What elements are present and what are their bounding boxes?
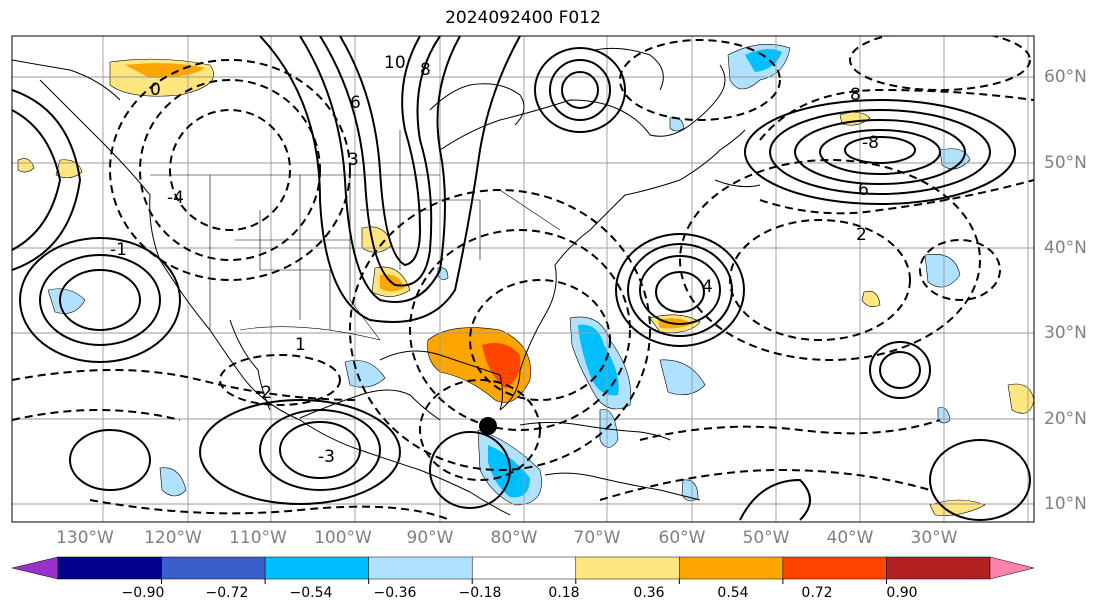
lat-label: 10°N xyxy=(1044,494,1087,514)
svg-text:8: 8 xyxy=(420,60,431,80)
colorbar-extend-low xyxy=(11,556,59,580)
svg-text:6: 6 xyxy=(350,93,361,113)
storm-center-marker xyxy=(479,417,497,435)
weather-map: 10 8 6 3 0 -1 -2 -3 -4 2 1 4 -8 8 6 xyxy=(11,35,1035,523)
colorbar-tick-label: −0.90 xyxy=(121,585,165,601)
colorbar-segment xyxy=(471,556,577,580)
colorbar-tick-label: 0.36 xyxy=(633,585,665,601)
svg-text:-8: -8 xyxy=(862,133,879,153)
colorbar-tick-label: 0.72 xyxy=(801,585,833,601)
colorbar-segment xyxy=(57,556,162,580)
svg-text:3: 3 xyxy=(348,150,359,170)
svg-text:1: 1 xyxy=(295,335,306,355)
lon-label: 120°W xyxy=(144,528,202,548)
colorbar-segment xyxy=(264,556,369,580)
lat-label: 60°N xyxy=(1044,67,1087,87)
svg-text:4: 4 xyxy=(702,277,713,297)
map-title: 2024092400 F012 xyxy=(445,8,601,28)
colorbar-tick-label: 0.90 xyxy=(886,585,918,601)
lon-label: 60°W xyxy=(658,528,706,548)
svg-text:-4: -4 xyxy=(167,188,184,208)
political-borders xyxy=(150,130,561,341)
lon-label: 110°W xyxy=(229,528,287,548)
lat-label: 40°N xyxy=(1044,238,1087,258)
svg-text:0: 0 xyxy=(150,80,161,100)
colorbar-tick-label: −0.36 xyxy=(373,585,417,601)
coastlines xyxy=(12,47,761,516)
lon-label: 50°W xyxy=(742,528,790,548)
lon-label: 40°W xyxy=(826,528,874,548)
colorbar-tick-label: −0.18 xyxy=(458,585,502,601)
colorbar-tick-label: −0.72 xyxy=(205,585,249,601)
lat-label: 30°N xyxy=(1044,323,1087,343)
colorbar-segment xyxy=(886,556,991,580)
colorbar-tick-label: −0.54 xyxy=(289,585,333,601)
lon-label: 80°W xyxy=(490,528,538,548)
map-frame xyxy=(11,35,1035,523)
colorbar-extend-high xyxy=(989,556,1035,580)
lon-label: 30°W xyxy=(910,528,958,548)
svg-text:10: 10 xyxy=(384,53,406,73)
lon-label: 90°W xyxy=(406,528,454,548)
lon-label: 70°W xyxy=(573,528,621,548)
svg-text:-3: -3 xyxy=(318,447,335,467)
lon-label: 130°W xyxy=(56,528,114,548)
colorbar-segment xyxy=(679,556,784,580)
lat-label: 20°N xyxy=(1044,409,1087,429)
contour-labels: 10 8 6 3 0 -1 -2 -3 -4 2 1 4 -8 8 6 xyxy=(110,53,879,467)
colorbar-segment xyxy=(368,556,473,580)
svg-text:6: 6 xyxy=(858,180,869,200)
colorbar-segment xyxy=(161,556,266,580)
lon-label: 100°W xyxy=(314,528,372,548)
colorbar-tick-label: 0.54 xyxy=(717,585,749,601)
colorbar xyxy=(11,556,1035,584)
lat-label: 50°N xyxy=(1044,153,1087,173)
svg-text:8: 8 xyxy=(850,85,861,105)
colorbar-segment xyxy=(782,556,887,580)
svg-text:-1: -1 xyxy=(110,240,127,260)
svg-text:-2: -2 xyxy=(255,383,272,403)
svg-text:2: 2 xyxy=(856,225,867,245)
warm-anomaly-shading xyxy=(17,58,1034,516)
colorbar-tick-label: 0.18 xyxy=(548,585,580,601)
positive-contours xyxy=(12,36,1031,521)
negative-contours xyxy=(12,36,1034,521)
colorbar-segment xyxy=(575,556,680,580)
graticule xyxy=(12,36,1034,522)
